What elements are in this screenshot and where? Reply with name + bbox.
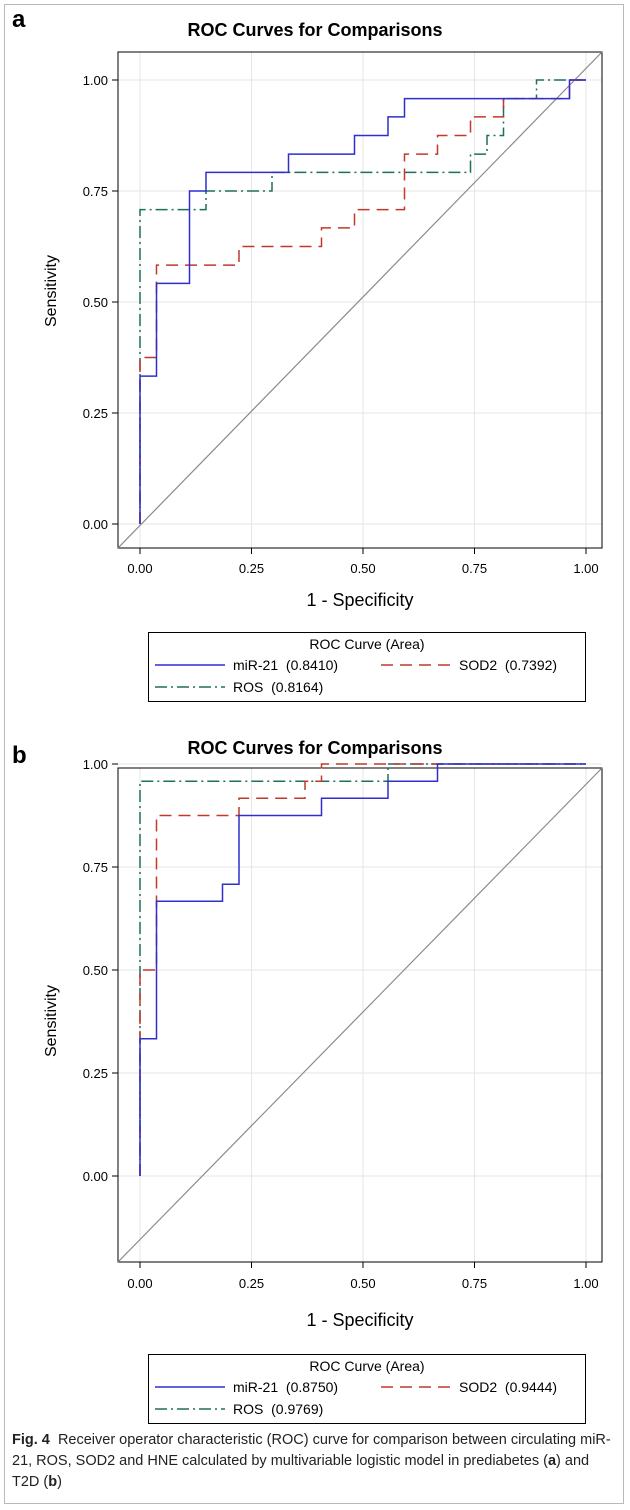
roc-chart: 0.00 0.00 0.25 0.25 0.50 0.50 0.75 0.75 1.00 1.00 (83, 757, 603, 1291)
x-axis-title: 1 - Specificity (306, 590, 414, 610)
y-tick-label: 1.00 (83, 73, 108, 88)
y-axis-title: Sensitivity (43, 984, 61, 1058)
x-tick-label: 0.50 (350, 1276, 375, 1291)
legend-swatch (381, 1386, 451, 1388)
legend-swatch (155, 664, 225, 666)
x-tick-label: 0.75 (462, 561, 487, 576)
y-tick-label: 0.75 (83, 860, 108, 875)
legend: ROC Curve (Area) miR-21 (0.8750) SOD2 (0… (148, 1354, 586, 1424)
legend-item-mir21: miR-21 (0.8410) (155, 657, 338, 673)
legend: ROC Curve (Area) miR-21 (0.8410) SOD2 (0… (148, 632, 586, 702)
plot-frame (117, 767, 603, 1263)
legend-label: miR-21 (233, 1379, 279, 1395)
legend-label: ROS (233, 679, 264, 695)
y-tick-label: 0.00 (83, 1169, 108, 1184)
legend-auc: (0.9444) (504, 1379, 558, 1395)
series-line-sod2 (139, 79, 586, 524)
series-line-mir-21 (139, 763, 586, 1176)
legend-auc: (0.9769) (271, 1401, 324, 1417)
x-tick-label: 0.00 (127, 1276, 152, 1291)
reference-diagonal (117, 767, 603, 1263)
legend-item-sod2: SOD2 (0.7392) (381, 657, 557, 673)
x-tick-label: 0.00 (127, 561, 152, 576)
y-tick-label: 1.00 (83, 757, 108, 772)
x-tick-label: 0.50 (350, 561, 375, 576)
caption-panel-ref: a (547, 1453, 557, 1469)
caption-text: Receiver operator characteristic (ROC) c… (12, 1432, 611, 1469)
caption-text: ) and T2D ( (12, 1453, 590, 1490)
x-tick-label: 1.00 (573, 1276, 598, 1291)
caption-panel-ref: b (48, 1474, 58, 1490)
legend-auc: (0.7392) (504, 657, 558, 673)
y-tick-label: 0.25 (83, 406, 108, 421)
legend-label: SOD2 (459, 657, 498, 673)
x-tick-label: 1.00 (573, 561, 598, 576)
legend-label: SOD2 (459, 1379, 498, 1395)
caption-text: ) (57, 1474, 62, 1490)
panel-a: a ROC Curves for Comparisons 0.00 0.00 0.2… (0, 0, 630, 720)
caption-label: Fig. 4 (12, 1432, 50, 1448)
legend-item-ros: ROS (0.9769) (155, 1401, 323, 1417)
legend-swatch (155, 1408, 225, 1410)
legend-item-sod2: SOD2 (0.9444) (381, 1379, 557, 1395)
y-tick-label: 0.75 (83, 184, 108, 199)
x-tick-label: 0.25 (239, 561, 264, 576)
reference-diagonal (117, 51, 603, 549)
y-tick-label: 0.00 (83, 517, 108, 532)
panel-b: b ROC Curves for Comparisons 0.00 0.00 0.2… (0, 700, 630, 1424)
legend-auc: (0.8410) (285, 657, 339, 673)
y-tick-label: 0.50 (83, 295, 108, 310)
legend-title: ROC Curve (Area) (309, 636, 425, 652)
series-line-sod2 (139, 763, 586, 1176)
x-axis-title: 1 - Specificity (306, 1310, 414, 1330)
y-axis-title: Sensitivity (43, 254, 61, 328)
roc-chart: 0.00 0.00 0.25 0.25 0.50 0.50 0.75 0.75 1.00 1.00 (83, 51, 603, 576)
x-tick-label: 0.75 (462, 1276, 487, 1291)
legend-label: ROS (233, 1401, 264, 1417)
legend-label: miR-21 (233, 657, 279, 673)
legend-item-ros: ROS (0.8164) (155, 679, 323, 695)
legend-swatch (155, 1386, 225, 1388)
figure-caption: Fig. 4 Receiver operator characteristic … (12, 1430, 612, 1493)
chart-title: ROC Curves for Comparisons (187, 20, 443, 40)
plot-frame (117, 51, 603, 549)
panel-letter: a (12, 6, 26, 33)
series-line-mir-21 (139, 79, 586, 524)
legend-auc: (0.8750) (285, 1379, 339, 1395)
panel-letter: b (12, 742, 27, 769)
chart-title: ROC Curves for Comparisons (187, 738, 443, 758)
legend-swatch (381, 664, 451, 666)
legend-swatch (155, 686, 225, 688)
legend-auc: (0.8164) (271, 679, 324, 695)
y-tick-label: 0.25 (83, 1066, 108, 1081)
x-tick-label: 0.25 (239, 1276, 264, 1291)
y-tick-label: 0.50 (83, 963, 108, 978)
figure-frame (4, 4, 624, 1504)
legend-title: ROC Curve (Area) (309, 1358, 425, 1374)
legend-item-mir21: miR-21 (0.8750) (155, 1379, 338, 1395)
